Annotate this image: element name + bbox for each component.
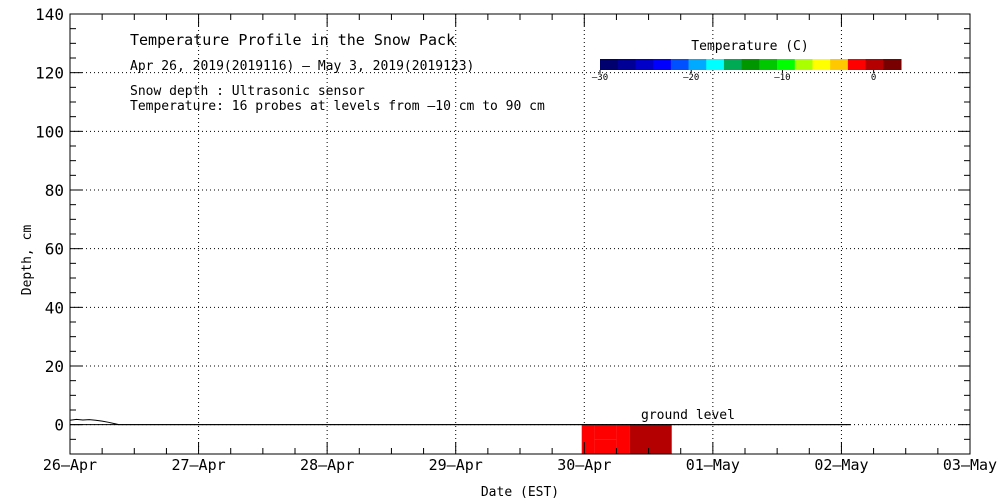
colorbar-swatch [688, 59, 707, 70]
colorbar-swatch [741, 59, 760, 70]
y-axis-label: Depth, cm [20, 225, 35, 296]
y-tick-label: 100 [35, 122, 64, 141]
temperature-cell [629, 424, 672, 454]
x-tick-label: 30–Apr [557, 456, 611, 474]
tick-marks [69, 13, 971, 455]
colorbar-swatches [600, 59, 902, 70]
x-tick-label: 26–Apr [43, 456, 97, 474]
series-layer [69, 418, 851, 426]
colorbar-swatch [883, 59, 902, 70]
colorbar-swatch [706, 59, 725, 70]
y-tick-label: 40 [45, 298, 64, 317]
colorbar-labels: –30 –20 –10 0 [592, 70, 876, 83]
colorbar-tick-label: –30 [592, 73, 608, 83]
colorbar-title: Temperature (C) [691, 39, 808, 54]
chart-subtitle: Apr 26, 2019(2019116) – May 3, 2019(2019… [130, 59, 474, 74]
colorbar-swatch [670, 59, 690, 70]
temperature-cell [581, 424, 595, 454]
colorbar-swatch [830, 59, 849, 70]
ground-level-annotation: ground level [641, 408, 735, 423]
x-tick-label: 28–Apr [300, 456, 354, 474]
snow-depth-line [69, 418, 851, 426]
colorbar-tick-label: –10 [774, 73, 790, 83]
colorbar-swatch [759, 59, 778, 70]
y-tick-label: 0 [54, 416, 64, 435]
colorbar-swatch [617, 59, 636, 70]
colorbar-tick-label: –20 [683, 73, 699, 83]
x-tick-label: 01–May [686, 456, 740, 474]
y-tick-label: 140 [35, 5, 64, 24]
temperature-cell [616, 424, 630, 454]
x-tick-label: 29–Apr [429, 456, 483, 474]
note-temperature-probes: Temperature: 16 probes at levels from –1… [130, 99, 545, 114]
colorbar-swatch [635, 59, 654, 70]
x-tick-label: 02–May [814, 456, 868, 474]
x-tick-label: 27–Apr [171, 456, 225, 474]
colorbar-swatch [653, 59, 672, 70]
grid [70, 14, 970, 454]
y-tick-label: 80 [45, 181, 64, 200]
y-tick-label: 120 [35, 64, 64, 83]
colorbar-swatch [723, 59, 743, 70]
temperature-cell [594, 439, 617, 454]
colorbar-swatch [777, 59, 796, 70]
colorbar-swatch [812, 59, 831, 70]
colorbar-swatch [600, 59, 619, 70]
chart-title: Temperature Profile in the Snow Pack [130, 31, 455, 49]
x-tick-labels: 26–Apr 27–Apr 28–Apr 29–Apr 30–Apr 01–May 02–M… [43, 456, 997, 474]
colorbar-tick-label: 0 [871, 73, 876, 83]
plot-frame [69, 13, 971, 455]
colorbar-swatch [794, 59, 813, 70]
note-snow-depth: Snow depth : Ultrasonic sensor [130, 84, 365, 99]
temperature-field [581, 424, 672, 454]
y-tick-label: 20 [45, 357, 64, 376]
y-tick-labels: 0 20 40 60 80 100 120 140 [35, 5, 64, 435]
x-tick-label: 03–May [943, 456, 997, 474]
colorbar-swatch [865, 59, 884, 70]
colorbar-swatch [847, 59, 867, 70]
temperature-cell [594, 424, 617, 440]
y-tick-label: 60 [45, 240, 64, 259]
colorbar: Temperature (C) –30 –20 –10 0 [592, 39, 902, 83]
x-axis-label: Date (EST) [481, 485, 559, 500]
